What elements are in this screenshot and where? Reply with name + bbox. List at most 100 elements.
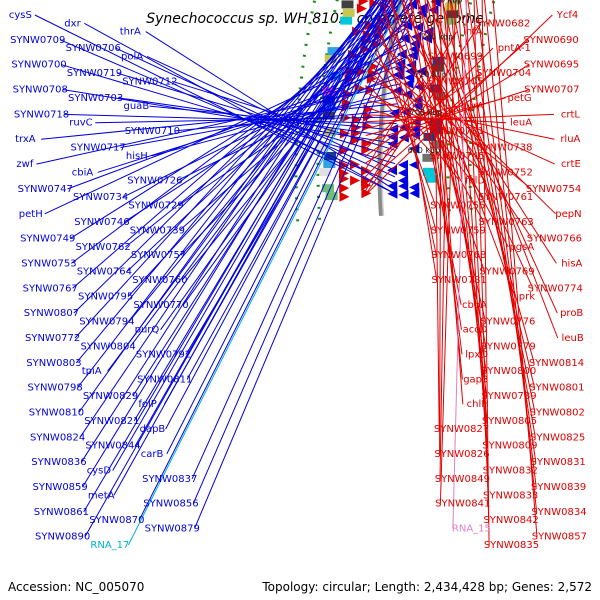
leader-line (112, 0, 388, 471)
right-gene-label: SYNW0814 (529, 358, 584, 369)
leader-line (186, 0, 398, 380)
leader-line (34, 14, 396, 195)
leader-line (427, 0, 559, 339)
right-gene-label: crtL (561, 109, 581, 120)
right-strand-feature (358, 0, 369, 7)
leader-line (415, 0, 558, 314)
leader-line (133, 0, 389, 422)
left-annotation-block (422, 167, 435, 176)
left-gene-label: dxr (64, 18, 81, 29)
right-gene-label: SYNW0776 (480, 316, 535, 327)
right-gene-label: crtE (561, 159, 581, 170)
left-strand-feature (409, 182, 420, 193)
leader-line (450, 0, 536, 413)
left-gene-label: ruvC (69, 118, 92, 129)
left-gene-label: RNA_17 (90, 540, 129, 551)
left-gene-label: SYNW0836 (31, 457, 86, 468)
left-gene-label: SYNW0753 (21, 258, 76, 269)
left-strand-feature (399, 33, 410, 44)
right-gene-label: SYNW0826 (434, 449, 489, 460)
leader-line (130, 0, 391, 347)
left-gene-label: SYNW0717 (71, 143, 126, 154)
right-gene-label: Ycf4 (556, 10, 579, 21)
left-strand-feature (398, 168, 408, 178)
leader-line (84, 22, 396, 195)
leader-line (115, 47, 396, 178)
right-annotation-block (323, 103, 336, 112)
left-gene-label: cbiA (72, 167, 94, 178)
leader-line (74, 0, 386, 339)
left-gene-label: SYNW0821 (84, 416, 139, 427)
right-gene-label: SYNW0769 (479, 267, 534, 278)
leader-line (59, 39, 396, 185)
right-gene-label: SYNW0779 (481, 341, 536, 352)
leader-line (391, 0, 438, 281)
left-strand-feature (388, 124, 399, 135)
leader-line (364, 39, 530, 185)
left-gene-label: petH (19, 209, 43, 220)
left-gene-label: folP (138, 399, 156, 410)
right-gene-label: SYNW0738 (477, 143, 532, 154)
right-annotation-block (319, 168, 332, 177)
right-gene-label: cbbA (462, 300, 487, 311)
left-strand-feature (398, 159, 408, 170)
right-gene-label: SYNW0745 (429, 151, 484, 162)
leader-line (364, 31, 458, 192)
left-gene-label: SYNW0824 (30, 432, 85, 443)
right-gene-label: SYNW0831 (531, 457, 586, 468)
left-annotation-block (429, 84, 442, 93)
right-gene-label: hisA (561, 258, 582, 269)
left-gene-label: SYNW0719 (67, 68, 122, 79)
left-gene-label: SYNW0810 (29, 408, 84, 419)
leader-line (75, 0, 381, 364)
left-gene-label: zwf (16, 159, 33, 170)
leader-line (83, 0, 386, 513)
left-gene-label: SYNW0762 (76, 242, 131, 253)
leader-line (401, 0, 462, 305)
leader-line (481, 0, 490, 546)
leader-line (41, 103, 399, 140)
leader-line (80, 0, 380, 463)
right-gene-label: SYNW0849 (435, 474, 490, 485)
leader-line (452, 0, 468, 529)
left-strand-feature (398, 189, 409, 200)
right-gene-label: rluA (560, 134, 580, 145)
left-gene-label: thrA (120, 27, 141, 38)
leader-line (368, 100, 555, 140)
right-strand-feature (339, 183, 350, 194)
left-gene-label: SYNW0811 (137, 374, 192, 385)
right-gene-label: pepN (555, 209, 581, 220)
leader-line (191, 0, 408, 480)
accession-text: Accession: NC_005070 (8, 580, 145, 594)
leader-line (465, 0, 489, 496)
leader-line (178, 50, 406, 206)
right-strand-feature (356, 3, 367, 14)
leader-line (132, 0, 388, 397)
left-gene-label: SYNW0856 (143, 499, 198, 510)
leader-line (62, 89, 396, 145)
right-annotation-block (342, 8, 355, 17)
scale-label: 760 kbp (430, 0, 463, 4)
left-gene-label: SYNW0807 (24, 308, 79, 319)
left-annotation-block (425, 174, 438, 183)
left-gene-label: SYNW0726 (127, 176, 182, 187)
leader-line (383, 4, 437, 256)
backbone-highlight (381, 0, 404, 216)
leader-line (386, 0, 557, 264)
leader-line (441, 0, 535, 388)
left-gene-label: dapB (140, 424, 166, 435)
right-gene-label: prk (519, 292, 535, 303)
leader-line (439, 0, 457, 504)
right-annotation-block (322, 184, 334, 193)
leader-line (367, 107, 435, 132)
right-gene-label: SYNW0774 (528, 283, 583, 294)
leader-line (433, 0, 440, 430)
right-gene-label: SYNW0781 (431, 275, 486, 286)
right-annotation-block (341, 0, 354, 9)
left-gene-label: SYNW0803 (26, 358, 81, 369)
right-gene-label: chlH (467, 399, 489, 410)
leader-line (439, 0, 442, 454)
leader-line (127, 0, 404, 297)
right-gene-label: SYNW0834 (531, 507, 586, 518)
right-annotation-block (323, 160, 336, 168)
